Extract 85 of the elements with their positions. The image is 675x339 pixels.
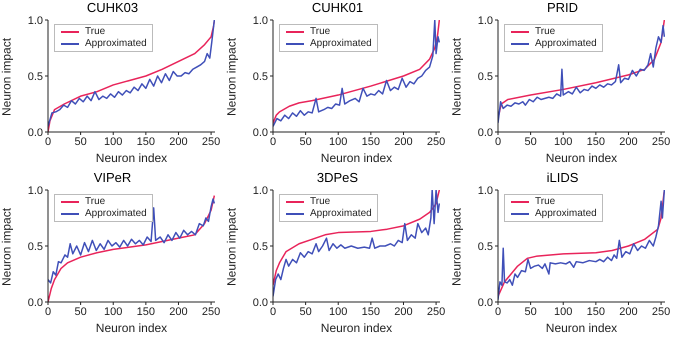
y-axis-title: Neuron impact: [449, 207, 464, 286]
x-tick-label: 250: [426, 306, 446, 318]
x-axis-title: Neuron index: [320, 321, 392, 335]
x-axis-title: Neuron index: [96, 321, 168, 335]
y-axis-title: Neuron impact: [224, 37, 238, 116]
y-tick-label: 0.0: [28, 126, 43, 139]
legend-label: True: [310, 196, 330, 208]
x-tick-label: 0: [494, 306, 502, 318]
x-tick-label: 250: [202, 136, 220, 148]
x-tick-label: 100: [104, 136, 122, 148]
legend-label: Approximated: [310, 38, 372, 50]
x-tick-label: 0: [44, 306, 52, 318]
x-tick-label: 250: [202, 306, 220, 318]
x-axis-title: Neuron index: [320, 151, 392, 165]
y-axis-title: Neuron impact: [449, 37, 464, 116]
x-axis-title: Neuron index: [546, 151, 618, 165]
chart-title: CUHK03: [86, 0, 140, 16]
x-tick-label: 200: [619, 306, 638, 318]
y-tick-label: 1.0: [252, 184, 268, 197]
legend-label: True: [85, 196, 106, 208]
y-axis-title: Neuron impact: [0, 207, 14, 286]
legend-label: True: [535, 26, 556, 38]
legend-label: Approximated: [535, 38, 597, 50]
legend-label: Approximated: [85, 208, 147, 220]
x-tick-label: 150: [362, 306, 380, 318]
x-tick-label: 150: [586, 136, 606, 148]
x-tick-label: 100: [554, 306, 572, 318]
x-axis-title: Neuron index: [546, 321, 618, 335]
y-tick-label: 0.5: [28, 240, 43, 253]
x-tick-label: 200: [394, 136, 413, 148]
x-tick-label: 50: [524, 136, 537, 148]
x-tick-label: 200: [169, 306, 188, 318]
y-tick-label: 1.0: [478, 184, 493, 197]
x-tick-label: 50: [524, 306, 537, 318]
x-tick-label: 250: [652, 136, 670, 148]
y-tick-label: 1.0: [28, 14, 43, 27]
x-tick-label: 0: [494, 136, 502, 148]
x-tick-label: 50: [299, 306, 312, 318]
x-tick-label: 50: [74, 136, 87, 148]
x-tick-label: 250: [426, 136, 446, 148]
x-tick-label: 0: [44, 136, 52, 148]
x-tick-label: 250: [652, 306, 670, 318]
x-tick-label: 100: [329, 306, 348, 318]
legend-label: True: [310, 26, 330, 38]
chart-title: VIPeR: [92, 170, 132, 186]
chart-title: 3DPeS: [316, 170, 360, 186]
y-tick-label: 0.5: [478, 70, 493, 83]
y-tick-label: 0.0: [252, 126, 268, 139]
chart-title: CUHK01: [310, 0, 364, 16]
y-tick-label: 0.5: [28, 70, 43, 83]
x-tick-label: 50: [74, 306, 87, 318]
legend-label: True: [535, 196, 556, 208]
y-tick-label: 1.0: [478, 14, 493, 27]
y-tick-label: 0.0: [252, 296, 268, 309]
y-tick-label: 0.5: [478, 240, 493, 253]
x-tick-label: 150: [586, 306, 606, 318]
x-tick-label: 0: [270, 136, 276, 148]
x-tick-label: 100: [329, 136, 348, 148]
y-tick-label: 0.0: [28, 296, 43, 309]
x-tick-label: 150: [136, 136, 156, 148]
x-tick-label: 200: [169, 136, 188, 148]
chart-title: PRID: [546, 0, 580, 16]
x-axis-title: Neuron index: [96, 151, 168, 165]
y-tick-label: 0.5: [252, 240, 268, 253]
line-series: [48, 198, 215, 284]
chart-title: iLIDS: [546, 170, 580, 186]
legend-label: Approximated: [535, 208, 597, 220]
legend-label: Approximated: [310, 208, 372, 220]
x-tick-label: 150: [136, 306, 156, 318]
x-tick-label: 50: [299, 136, 312, 148]
y-tick-label: 1.0: [252, 14, 268, 27]
y-axis-title: Neuron impact: [0, 37, 14, 116]
x-tick-label: 100: [104, 306, 122, 318]
y-tick-label: 0.0: [478, 296, 493, 309]
x-tick-label: 200: [394, 306, 413, 318]
x-tick-label: 150: [362, 136, 380, 148]
y-axis-title: Neuron impact: [224, 207, 238, 286]
y-tick-label: 0.0: [478, 126, 493, 139]
legend-label: Approximated: [85, 38, 147, 50]
x-tick-label: 200: [619, 136, 638, 148]
y-tick-label: 1.0: [28, 184, 43, 197]
x-tick-label: 100: [554, 136, 572, 148]
x-tick-label: 0: [270, 306, 276, 318]
legend-label: True: [85, 26, 106, 38]
y-tick-label: 0.5: [252, 70, 268, 83]
